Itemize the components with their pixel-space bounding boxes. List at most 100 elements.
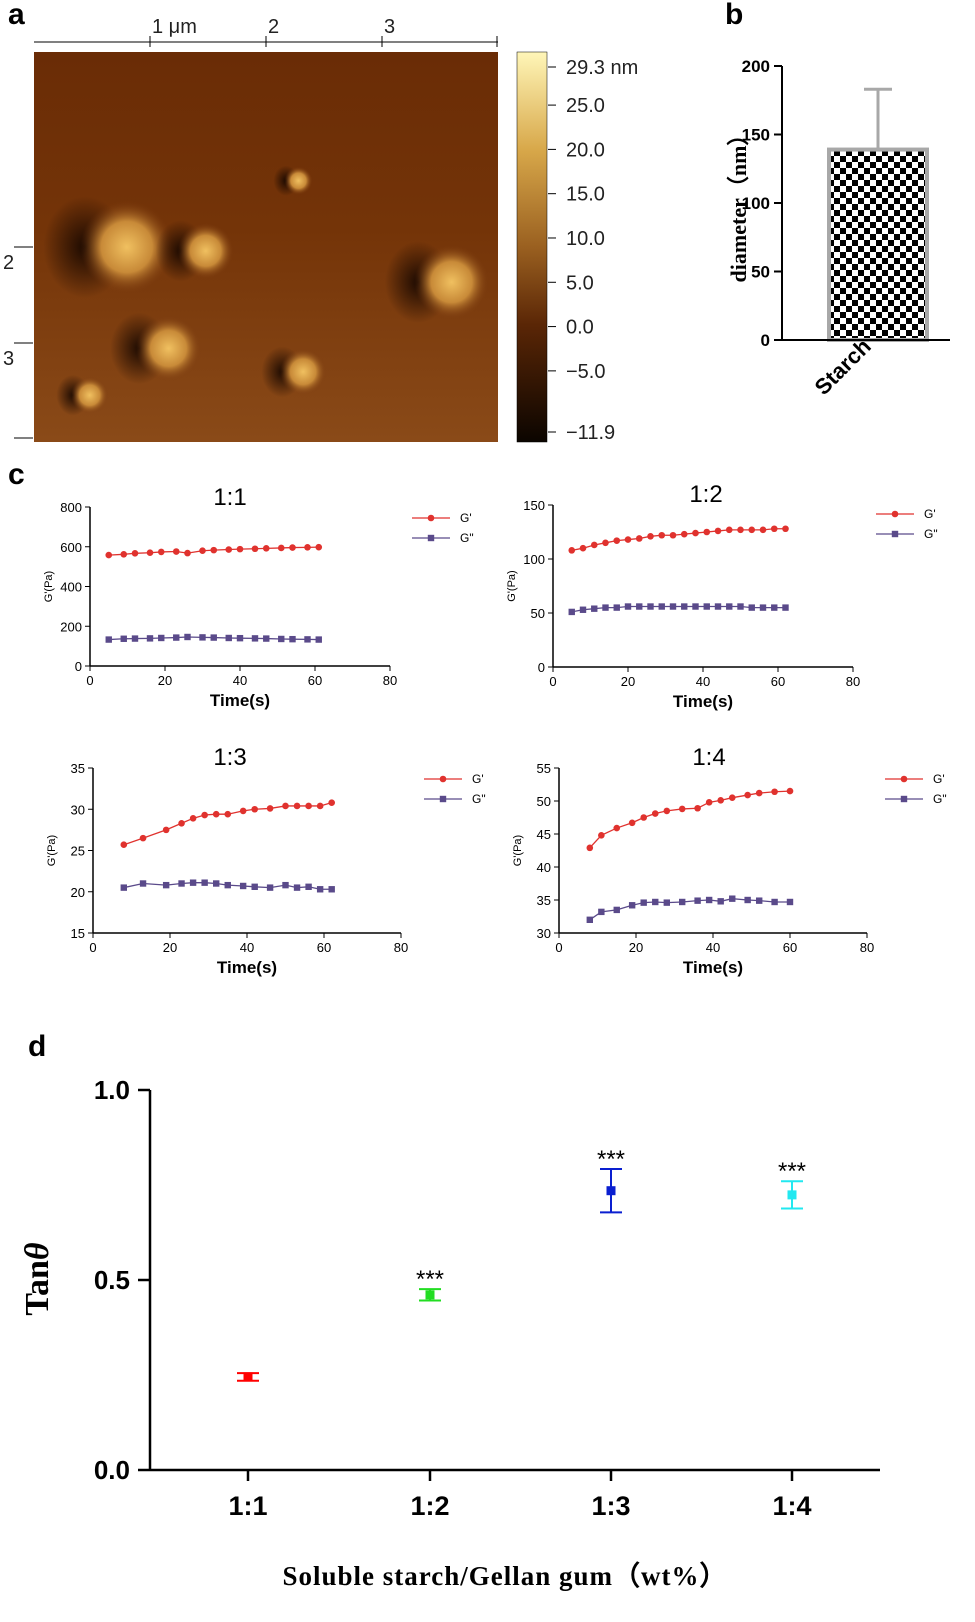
c-legend-label-3-1: G" [933, 792, 947, 806]
a-top-tick-label-2: 3 [384, 16, 395, 38]
c-point-3-gdouble-0 [586, 916, 593, 923]
colorbar-tick-label-1: 25.0 [566, 95, 605, 117]
panel-label-c: c [8, 458, 25, 491]
afm-particle-1 [177, 223, 234, 279]
d-xtick-label-0: 1:1 [228, 1491, 267, 1521]
c-point-0-gdouble-1 [120, 635, 127, 642]
c-point-2-gdouble-8 [239, 882, 247, 890]
c-ytick-label-3-1: 35 [537, 893, 551, 908]
c-point-2-gprime-12 [293, 802, 301, 810]
c-point-2-gprime-7 [224, 810, 232, 818]
c-point-3-gdouble-13 [756, 897, 763, 904]
panel-label-b: b [725, 0, 744, 31]
d-ytick-label-1: 0.5 [94, 1265, 130, 1295]
c-point-3-gprime-15 [786, 787, 794, 795]
colorbar-tick-label-5: 5.0 [566, 272, 594, 294]
c-point-3-gdouble-4 [640, 899, 647, 906]
c-ylabel-2: G'(Pa) [46, 835, 58, 866]
colorbar-tick-label-4: 10.0 [566, 228, 605, 250]
c-line-3-gdouble [589, 898, 790, 921]
c-point-3-gdouble-8 [694, 897, 701, 904]
c-point-1-gdouble-2 [591, 605, 598, 612]
c-point-1-gdouble-14 [726, 603, 733, 610]
c-subplot-1-4: 1:4 30 35 40 45 50 55 0 20 40 60 80 Time(s) G'(Pa) G' G… [512, 744, 947, 977]
c-point-1-gprime-16 [748, 526, 756, 534]
panel-label-d: d [28, 1030, 47, 1063]
c-point-1-gdouble-0 [568, 608, 575, 616]
c-point-0-gprime-13 [277, 544, 285, 552]
c-legend-marker-1-0 [891, 510, 899, 518]
a-top-tick-label-1: 2 [268, 16, 279, 38]
c-legend-label-2-1: G" [472, 792, 486, 806]
c-point-0-gprime-8 [210, 546, 218, 554]
b-ytick-label-0: 0 [761, 331, 770, 350]
b-category-label: Starch [810, 334, 876, 400]
afm-particle-5 [284, 166, 313, 195]
c-subplot-title-1: 1:2 [689, 481, 722, 508]
c-point-0-gdouble-2 [131, 635, 139, 642]
c-point-1-gdouble-7 [647, 603, 654, 610]
c-point-0-gprime-6 [184, 549, 191, 557]
c-ytick-label-2-1: 20 [71, 885, 85, 900]
d-x-axis-label: Soluble starch/Gellan gum（wt%） [282, 1561, 727, 1591]
c-xtick-label-1-2: 40 [696, 674, 710, 689]
c-point-1-gdouble-19 [782, 604, 789, 611]
c-legend-marker-2-1 [439, 795, 447, 803]
c-point-3-gdouble-3 [628, 902, 636, 909]
c-legend-label-2-0: G' [472, 772, 484, 786]
c-point-3-gprime-5 [651, 810, 659, 817]
c-point-2-gdouble-15 [328, 886, 335, 893]
c-point-2-gdouble-9 [251, 883, 258, 890]
d-point-0 [243, 1372, 253, 1382]
c-legend-marker-3-1 [900, 795, 908, 803]
colorbar-tick-label-2: 20.0 [566, 139, 605, 161]
c-point-0-gdouble-9 [225, 634, 232, 642]
c-ytick-label-0-0: 0 [75, 659, 82, 674]
b-ytick-label-3: 150 [742, 126, 770, 145]
c-legend-label-1-1: G" [924, 527, 938, 541]
c-point-1-gprime-17 [759, 526, 767, 534]
c-ylabel-0: G'(Pa) [43, 571, 55, 602]
c-point-2-gdouble-0 [120, 884, 127, 891]
colorbar-tick-label-6: 0.0 [566, 317, 594, 339]
c-point-1-gprime-4 [613, 537, 621, 544]
c-point-2-gdouble-4 [189, 879, 197, 886]
c-point-3-gprime-7 [678, 805, 686, 813]
diameter-bar-chart: 0 50 100 150 200 diameter（nm） Starch [726, 57, 950, 400]
c-point-1-gdouble-1 [579, 606, 587, 613]
c-xtick-label-3-0: 0 [555, 940, 562, 955]
colorbar-tick-label-7: −5.0 [566, 361, 605, 383]
c-xtick-label-2-2: 40 [240, 940, 254, 955]
c-point-0-gprime-12 [262, 545, 270, 552]
d-ytick-label-2: 1.0 [94, 1075, 130, 1105]
c-point-2-gdouble-11 [282, 881, 289, 889]
c-point-2-gdouble-2 [162, 881, 170, 889]
c-xtick-label-2-0: 0 [89, 940, 96, 955]
b-y-axis-label: diameter（nm） [726, 124, 751, 283]
c-point-1-gprime-10 [680, 530, 688, 538]
c-ytick-label-2-0: 15 [71, 926, 85, 941]
c-point-1-gdouble-16 [748, 604, 755, 611]
c-legend-label-0-0: G' [460, 511, 472, 525]
c-point-1-gprime-5 [624, 536, 632, 543]
c-point-1-gprime-0 [568, 547, 576, 554]
c-point-3-gdouble-14 [771, 898, 778, 906]
c-line-3-gprime [589, 790, 791, 849]
c-point-1-gdouble-5 [624, 603, 632, 610]
a-top-tick-label-0: 1 μm [152, 16, 197, 38]
c-point-3-gdouble-9 [705, 896, 713, 904]
c-subplot-title-3: 1:4 [692, 744, 725, 771]
c-legend-label-1-0: G' [924, 507, 936, 521]
c-point-2-gprime-11 [282, 802, 289, 810]
c-point-0-gprime-2 [131, 550, 139, 557]
d-point-2 [606, 1186, 616, 1196]
c-point-1-gdouble-12 [703, 603, 710, 610]
c-point-1-gdouble-6 [636, 603, 643, 610]
c-point-2-gprime-15 [328, 799, 336, 806]
c-point-0-gdouble-13 [278, 635, 285, 643]
afm-particle-3 [136, 315, 202, 381]
c-point-3-gdouble-11 [729, 895, 736, 902]
c-point-0-gdouble-3 [146, 635, 154, 642]
c-subplot-1-2: 1:2 0 50 100 150 0 20 40 60 80 Time(s) G'(Pa) G' G" [506, 481, 938, 711]
c-point-1-gprime-19 [782, 525, 789, 533]
